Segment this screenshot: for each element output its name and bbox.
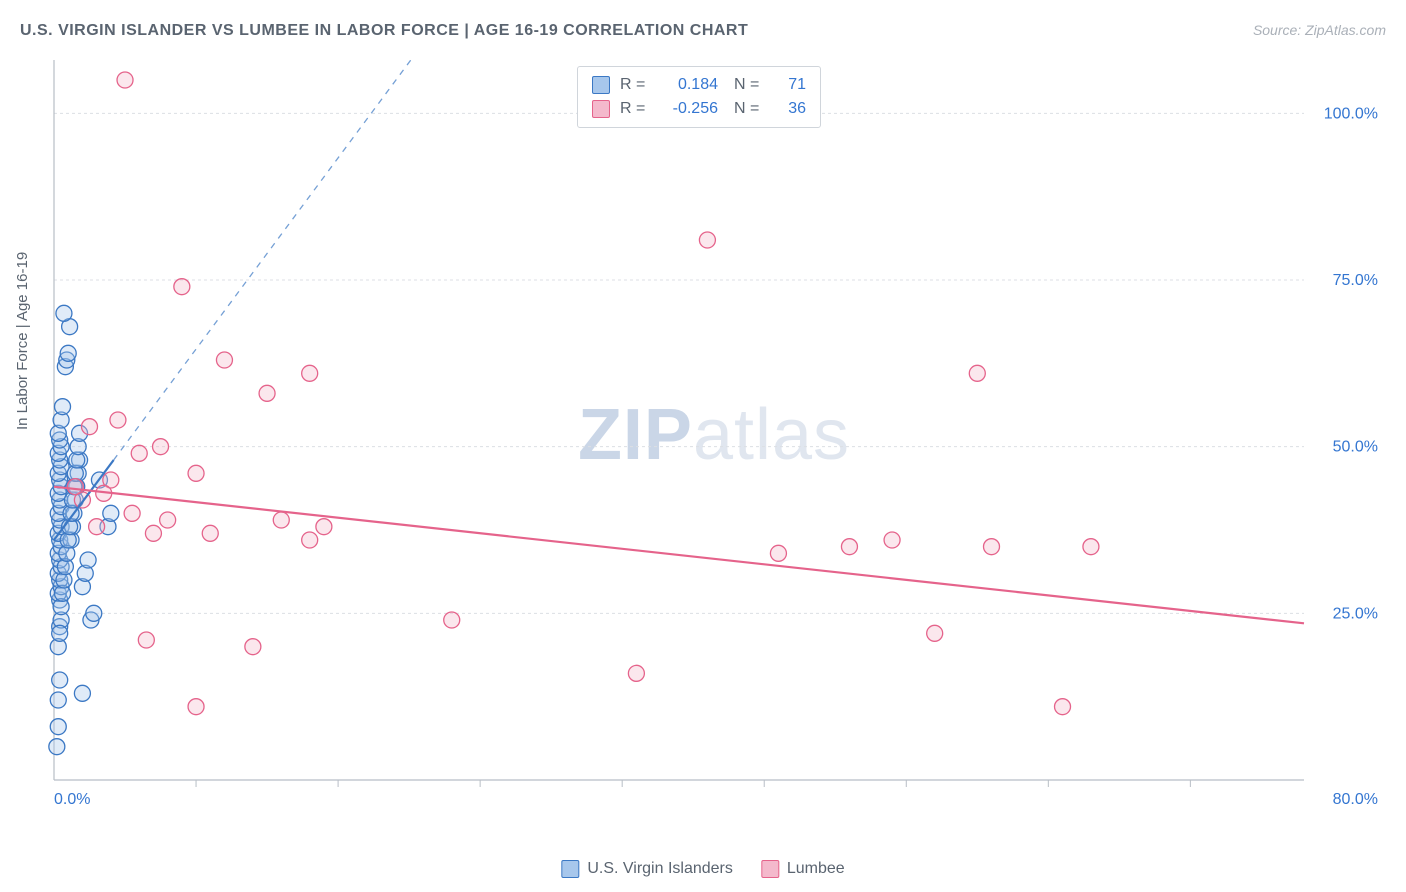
n-value: 36 <box>774 100 806 118</box>
legend-swatch-usvi <box>561 860 579 878</box>
r-value: 0.184 <box>660 76 718 94</box>
svg-text:100.0%: 100.0% <box>1324 105 1378 122</box>
chart-title: U.S. VIRGIN ISLANDER VS LUMBEE IN LABOR … <box>20 22 748 40</box>
legend-item-lumbee: Lumbee <box>761 860 845 878</box>
scatter-plot: ZIPatlas 25.0%50.0%75.0%100.0%0.0%80.0% … <box>44 60 1384 810</box>
legend-swatch-lumbee <box>761 860 779 878</box>
y-axis-label: In Labor Force | Age 16-19 <box>14 252 31 430</box>
legend-swatch <box>592 100 610 118</box>
svg-text:75.0%: 75.0% <box>1333 272 1378 289</box>
source-attribution: Source: ZipAtlas.com <box>1253 22 1386 38</box>
n-value: 71 <box>774 76 806 94</box>
r-label: R = <box>620 100 650 118</box>
r-label: R = <box>620 76 650 94</box>
legend-row: R = 0.184 N = 71 <box>592 73 806 97</box>
legend-label-lumbee: Lumbee <box>787 860 845 878</box>
svg-text:25.0%: 25.0% <box>1333 605 1378 622</box>
svg-text:0.0%: 0.0% <box>54 791 90 808</box>
svg-text:50.0%: 50.0% <box>1333 439 1378 456</box>
svg-text:80.0%: 80.0% <box>1333 791 1378 808</box>
series-legend: U.S. Virgin Islanders Lumbee <box>561 860 844 878</box>
legend-item-usvi: U.S. Virgin Islanders <box>561 860 733 878</box>
legend-label-usvi: U.S. Virgin Islanders <box>587 860 733 878</box>
n-label: N = <box>734 100 764 118</box>
correlation-legend: R = 0.184 N = 71 R = -0.256 N = 36 <box>577 66 821 128</box>
chart-canvas: 25.0% 50.0% 75.0% 100.0% 0.0% 80.0% <box>44 60 1384 810</box>
r-value: -0.256 <box>660 100 718 118</box>
n-label: N = <box>734 76 764 94</box>
legend-swatch <box>592 76 610 94</box>
legend-row: R = -0.256 N = 36 <box>592 97 806 121</box>
